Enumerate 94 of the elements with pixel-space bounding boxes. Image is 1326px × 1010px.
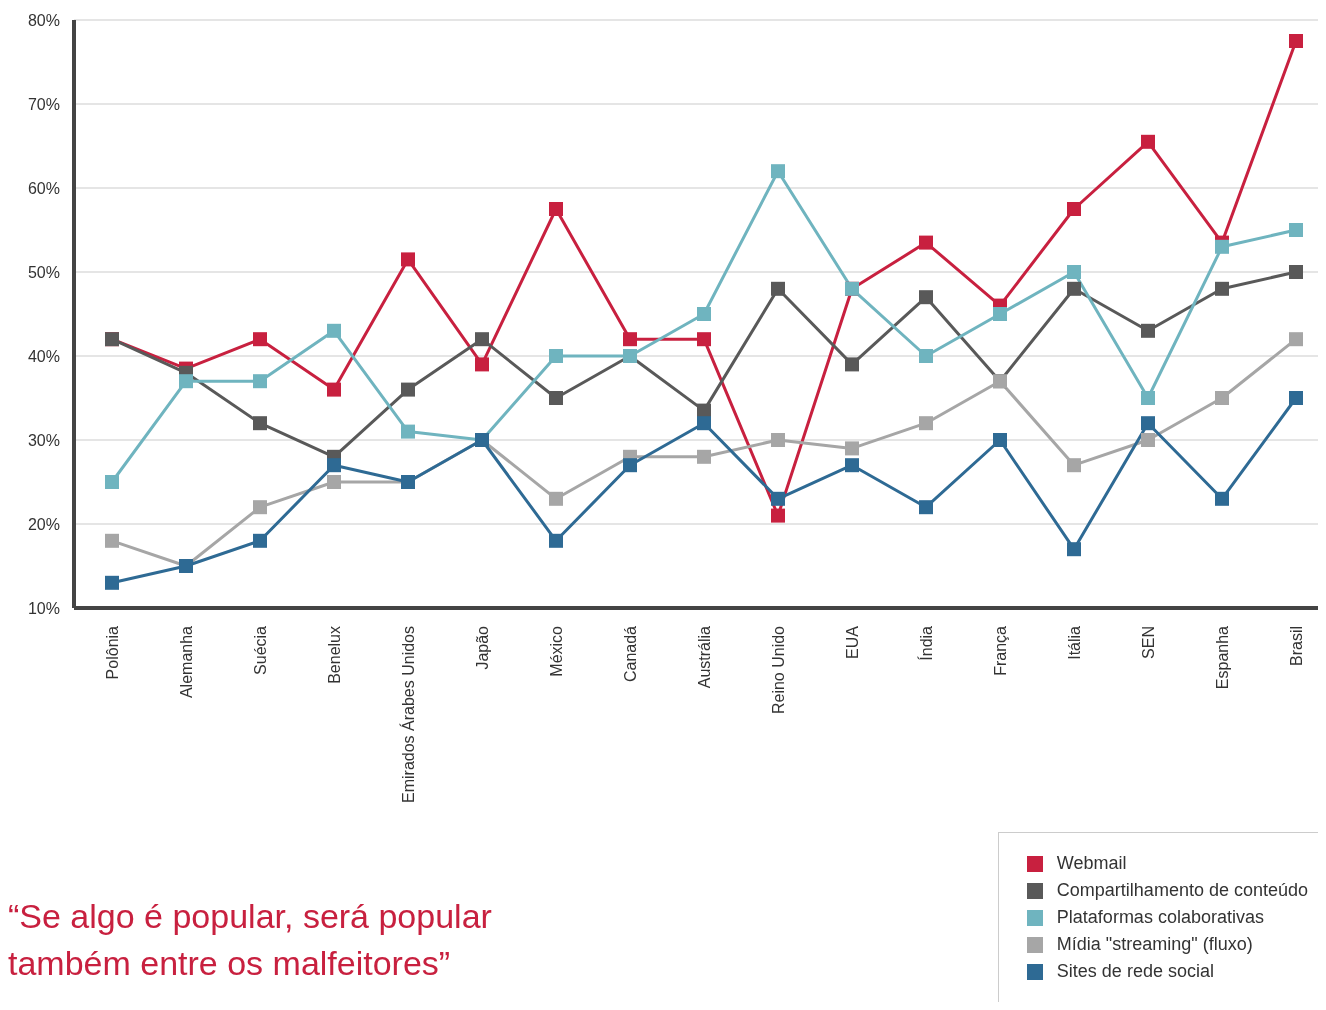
point <box>771 433 785 447</box>
y-tick-label: 10% <box>27 599 60 617</box>
x-tick-label: França <box>991 625 1009 676</box>
point <box>1215 281 1229 296</box>
point <box>105 575 119 590</box>
point <box>105 533 119 548</box>
point <box>771 164 785 179</box>
point <box>475 357 489 372</box>
point <box>1141 416 1155 431</box>
point <box>549 533 563 548</box>
legend-label: Sites de rede social <box>1056 961 1214 982</box>
point <box>253 374 267 389</box>
y-tick-label: 80% <box>27 11 60 29</box>
x-tick-label: Alemanha <box>177 625 195 699</box>
point <box>771 491 785 506</box>
point <box>549 349 563 363</box>
x-tick-label: México <box>547 625 565 677</box>
point <box>1215 491 1229 506</box>
x-tick-label: Emirados Árabes Unidos <box>398 626 417 803</box>
point <box>1141 391 1155 405</box>
y-tick-label: 50% <box>27 263 60 281</box>
point <box>993 307 1007 321</box>
legend-label: Mídia "streaming" (fluxo) <box>1056 934 1253 955</box>
point <box>771 508 785 523</box>
point <box>327 323 341 338</box>
point <box>549 491 563 506</box>
x-tick-label: Reino Unido <box>769 625 787 715</box>
point <box>401 252 415 267</box>
point <box>401 382 415 397</box>
point <box>1289 265 1303 279</box>
legend-label: Compartilhamento de conteúdo <box>1056 880 1308 901</box>
point <box>697 416 711 431</box>
x-tick-label: Polônia <box>103 625 121 680</box>
point <box>1067 265 1081 279</box>
point <box>919 416 933 431</box>
point <box>845 458 859 473</box>
y-tick-label: 20% <box>27 515 60 533</box>
point <box>401 424 415 439</box>
point <box>919 349 933 363</box>
point <box>1289 391 1303 405</box>
x-tick-label: Suécia <box>251 625 269 675</box>
y-tick-label: 70% <box>27 95 60 113</box>
point <box>1289 34 1303 48</box>
point <box>919 500 933 515</box>
point <box>1289 223 1303 237</box>
point <box>919 235 933 250</box>
point <box>1067 281 1081 296</box>
point <box>549 202 563 216</box>
point <box>1067 542 1081 557</box>
x-tick-label: EUA <box>843 625 861 659</box>
point <box>327 475 341 489</box>
point <box>771 281 785 296</box>
point <box>253 500 267 515</box>
point <box>1067 202 1081 216</box>
point <box>697 449 711 464</box>
x-tick-label: Espanha <box>1213 625 1231 690</box>
point <box>253 416 267 431</box>
point <box>253 533 267 548</box>
point <box>253 332 267 347</box>
x-tick-label: Canadá <box>621 625 639 683</box>
y-tick-label: 40% <box>27 347 60 365</box>
point <box>1215 391 1229 405</box>
point <box>697 332 711 347</box>
y-tick-label: 60% <box>27 179 60 197</box>
x-tick-label: Austrália <box>695 625 713 689</box>
point <box>1215 239 1229 254</box>
point <box>179 374 193 389</box>
legend-label: Plataformas colaborativas <box>1056 907 1264 928</box>
point <box>1067 458 1081 473</box>
x-tick-label: Benelux <box>325 626 343 684</box>
legend-label: Webmail <box>1056 853 1127 874</box>
point <box>993 433 1007 447</box>
x-tick-label: Itália <box>1065 625 1083 660</box>
point <box>327 382 341 397</box>
point <box>1141 134 1155 149</box>
point <box>1289 332 1303 347</box>
x-tick-label: Japão <box>473 625 491 670</box>
point <box>623 332 637 347</box>
point <box>919 290 933 305</box>
point <box>623 458 637 473</box>
text: “Se algo é popular, será popular também entre os malfeitores” <box>8 895 493 985</box>
x-tick-label: Índia <box>916 625 935 661</box>
point <box>549 391 563 405</box>
point <box>1141 433 1155 447</box>
point <box>105 475 119 489</box>
point <box>845 441 859 456</box>
point <box>327 458 341 473</box>
point <box>845 357 859 372</box>
point <box>1141 323 1155 338</box>
y-tick-label: 30% <box>27 431 60 449</box>
point <box>697 307 711 321</box>
point <box>475 332 489 347</box>
x-tick-label: SEN <box>1139 626 1157 659</box>
x-tick-label: Brasil <box>1287 626 1305 667</box>
